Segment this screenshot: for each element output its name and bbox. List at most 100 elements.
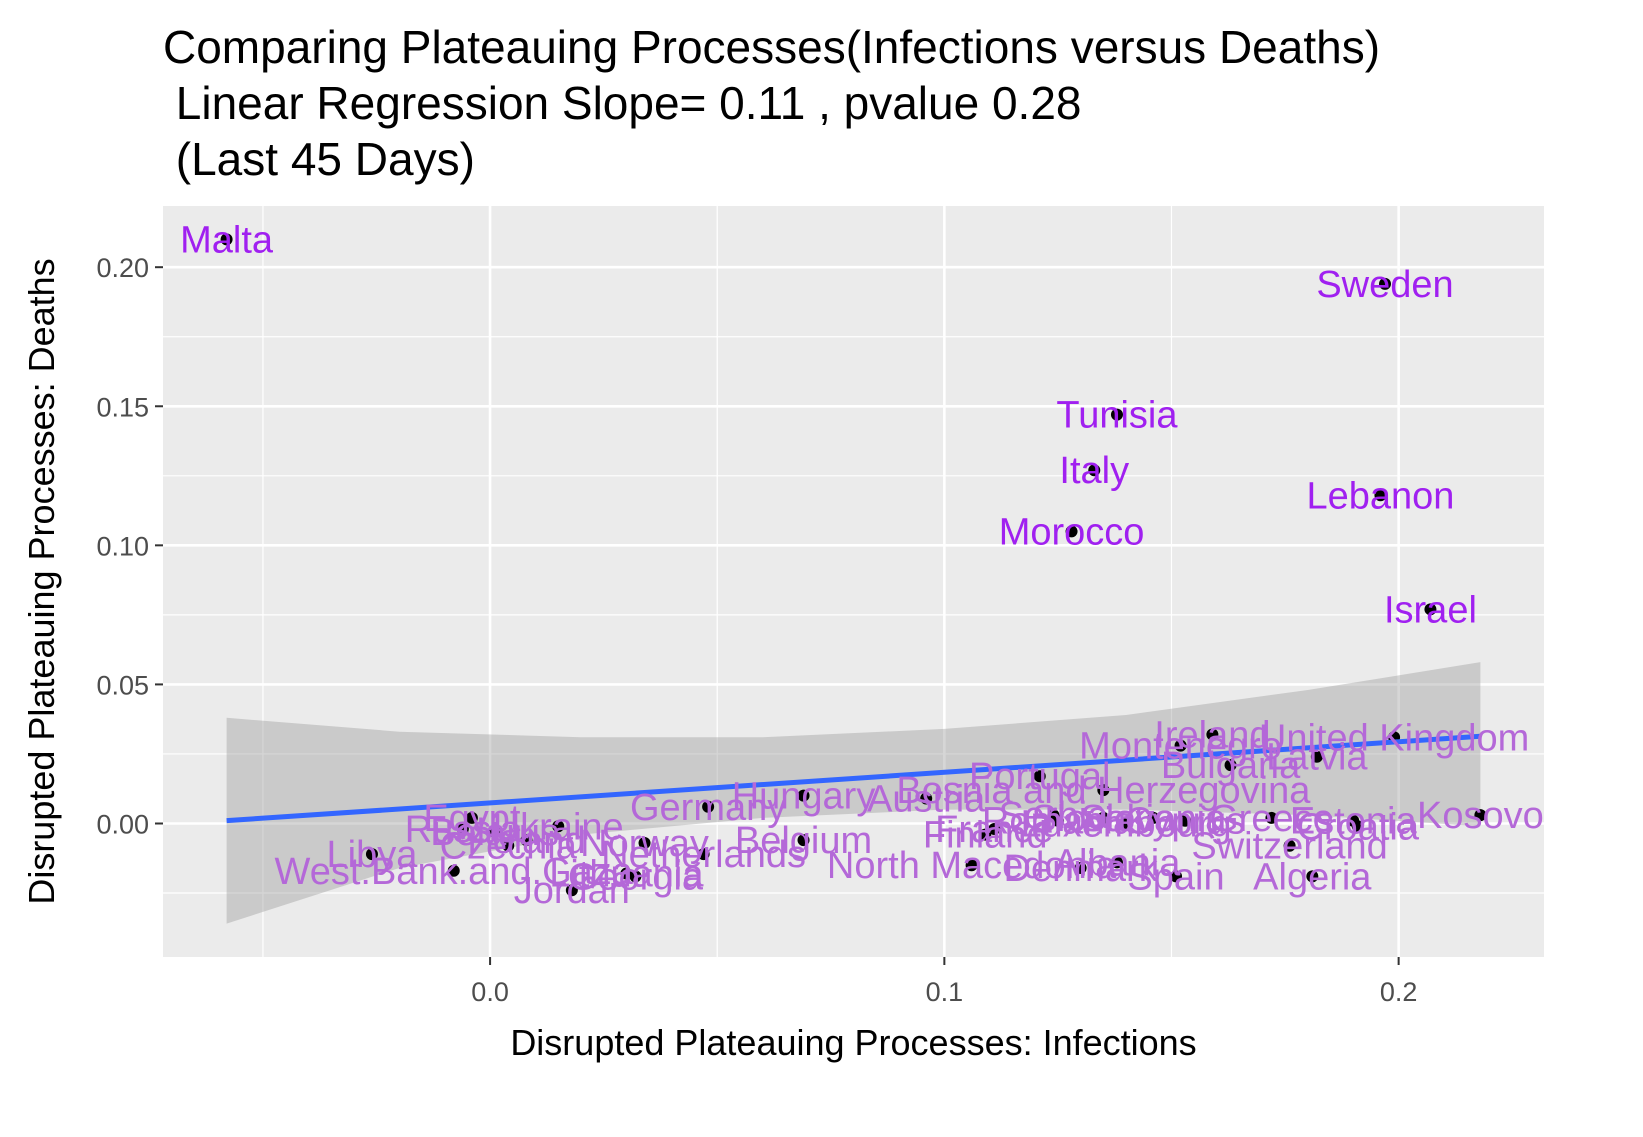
point-label: Lebanon [1306,475,1454,517]
point-label: Latvia [1266,737,1368,779]
data-point [1097,811,1110,824]
grid-minor [163,206,1544,957]
chart-title-line-1: Comparing Plateauing Processes(Infection… [163,21,1381,73]
data-point [1033,770,1046,783]
x-axis-ticks: 0.0 0.1 0.2 [471,957,1417,1007]
point-label: Denmark [1004,848,1159,890]
y-tick-label: 0.20 [96,253,149,283]
data-point [365,848,378,861]
point-label: Bulgaria [1161,745,1301,787]
data-point [1379,277,1392,290]
point-label: Finland [923,815,1048,857]
data-point [502,839,515,852]
x-axis-title: Disrupted Plateauing Processes: Infectio… [510,1022,1196,1063]
point-label: Sweden [1316,264,1453,306]
data-point [638,836,651,849]
point-label: Russia [405,809,522,851]
point-label: Cyprus [1125,801,1245,843]
point-label: Czechia [440,826,578,868]
data-point [1424,603,1437,616]
point-label: Montenegro [1079,726,1282,768]
data-point [1206,728,1219,741]
point-label: Hungary [732,776,876,818]
data-point [1120,817,1133,830]
data-point [488,825,501,838]
point-label: Jordan [514,870,630,912]
x-tick-label: 0.2 [1380,977,1418,1007]
point-label: Albania [1054,842,1182,884]
data-point [979,828,992,841]
point-label: Croatia [1296,806,1419,848]
point-label: Luxembourg [1020,803,1231,845]
data-point [1224,759,1237,772]
point-label: North Macedonia [827,845,1117,887]
data-point [629,870,642,883]
data-point [1374,489,1387,502]
data-point [697,848,710,861]
y-tick-label: 0.00 [96,809,149,839]
x-tick-label: 0.0 [471,977,509,1007]
point-label: Kosovo [1417,795,1544,837]
data-point [1051,814,1064,827]
point-label: Morocco [999,511,1145,553]
data-point [1110,856,1123,869]
point-label: Slovakia [1032,798,1176,840]
data-point [988,823,1001,836]
y-tick-label: 0.10 [96,531,149,561]
data-point [702,800,715,813]
point-label: Germany [630,787,786,829]
data-point [220,233,233,246]
data-point [465,811,478,824]
point-label: Georgia [568,856,704,898]
chart-title-line-3: (Last 45 Days) [163,133,475,185]
y-axis-title: Disrupted Plateauing Processes: Deaths [21,258,62,904]
y-tick-label: 0.15 [96,392,149,422]
data-point [797,789,810,802]
point-label: Ireland [1154,714,1270,756]
point-label: Spain [1127,856,1224,898]
point-label: Tunisia [1056,395,1178,437]
grid-major [163,206,1544,957]
point-label: United Kingdom [1259,717,1529,759]
point-label: Italy [1059,450,1129,492]
data-point [1065,525,1078,538]
point-label: Netherlands [601,834,806,876]
data-point [1351,820,1364,833]
point-label: Austria [867,778,986,820]
point-label: Malta [180,219,274,261]
data-point [965,859,978,872]
data-point [1097,784,1110,797]
point-label: Norway [580,823,709,865]
data-points [220,233,1487,897]
data-point [1174,739,1187,752]
point-label: Romania [982,801,1135,843]
data-point [620,867,633,880]
data-point [920,792,933,805]
data-point [797,834,810,847]
data-point [520,834,533,847]
point-label: Belarus [430,812,559,854]
data-point [447,864,460,877]
data-point [1110,408,1123,421]
chart-title-line-2: Linear Regression Slope= 0.11 , pvalue 0… [163,77,1082,129]
plot-panel [163,206,1544,957]
data-point [1088,464,1101,477]
data-point [1147,811,1160,824]
point-label: Lithuania [549,854,704,896]
point-label: Ukraine [493,806,624,848]
x-tick-label: 0.1 [926,977,964,1007]
data-point [1474,809,1487,822]
data-point [552,820,565,833]
point-label: Portugal [969,756,1111,798]
data-point [1074,861,1087,874]
y-axis-ticks: 0.00 0.05 0.10 0.15 0.20 [96,253,163,839]
data-point [456,823,469,836]
data-point [1265,811,1278,824]
point-labels: Malta Sweden Tunisia Italy Lebanon Morocco Isr… [180,219,1544,912]
point-label: West.Bank.and.Gaza [275,851,634,893]
regression-line [226,733,1481,824]
point-label: France [935,809,1053,851]
data-point [565,884,578,897]
data-point [1179,814,1192,827]
